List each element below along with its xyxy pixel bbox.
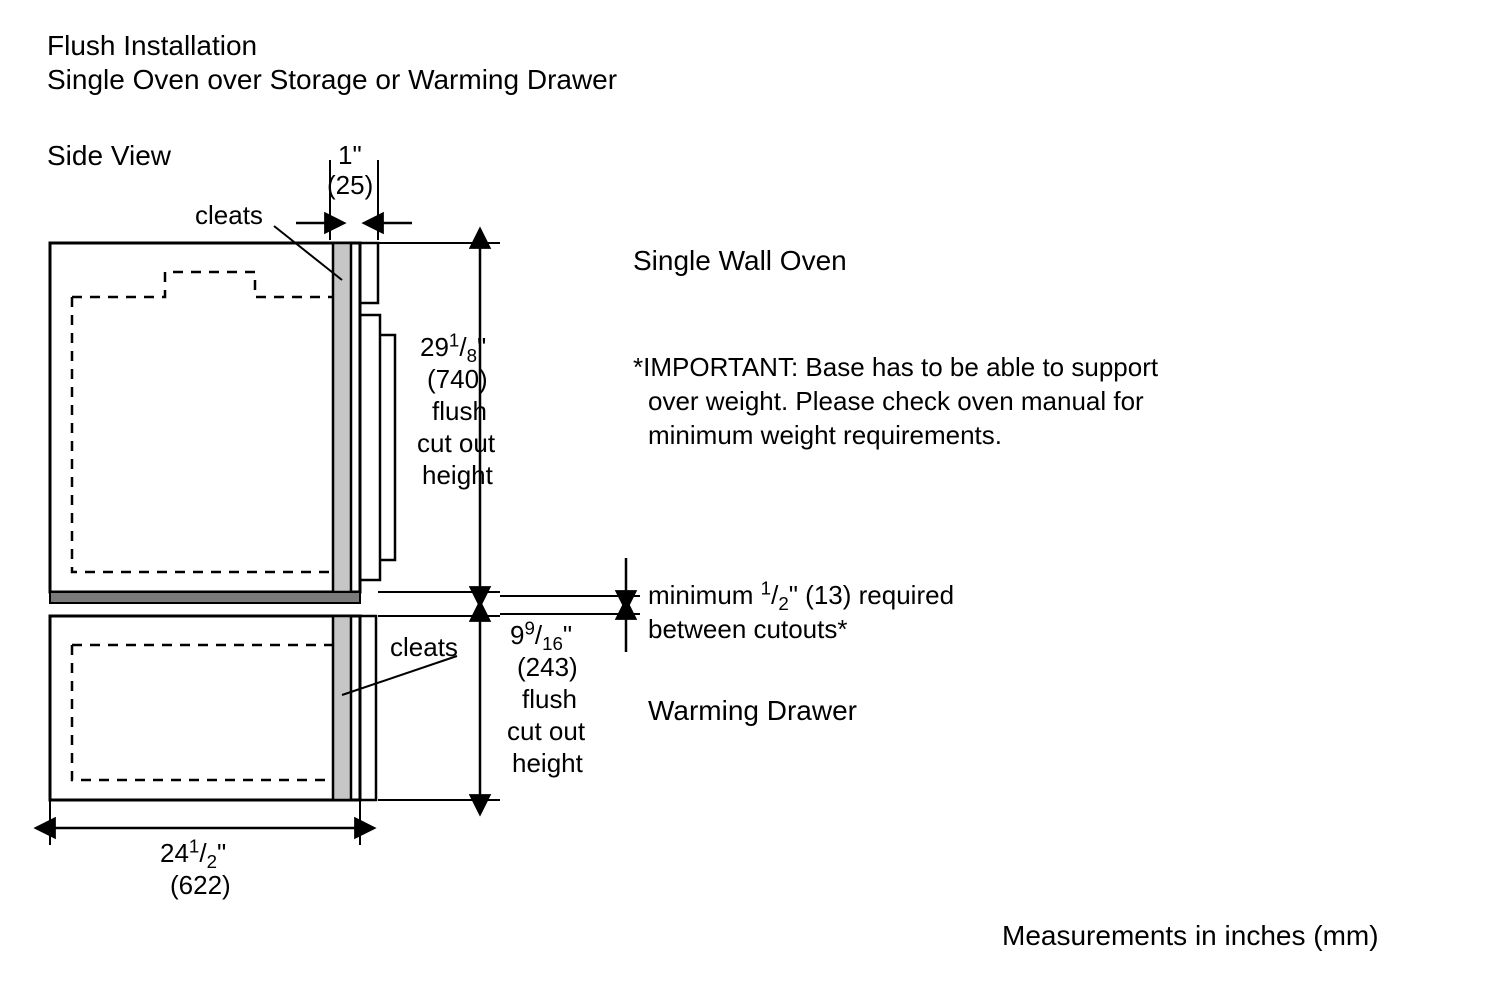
dim-oven-h-l4: cut out xyxy=(417,428,495,459)
title-line2: Single Oven over Storage or Warming Draw… xyxy=(47,64,617,96)
dim-drawer-h-l4: cut out xyxy=(507,716,585,747)
warming-drawer-label: Warming Drawer xyxy=(648,695,857,727)
important-l2: over weight. Please check oven manual fo… xyxy=(648,386,1144,417)
dim-oven-h-in: 291/8" xyxy=(420,332,486,363)
dim-oven-h-l3: flush xyxy=(432,396,487,427)
cleats-label-top: cleats xyxy=(195,200,263,231)
side-view-label: Side View xyxy=(47,140,171,172)
single-wall-oven-label: Single Wall Oven xyxy=(633,245,847,277)
measurements-note: Measurements in inches (mm) xyxy=(1002,920,1379,952)
title-line1: Flush Installation xyxy=(47,30,257,62)
dim-oven-h-l5: height xyxy=(422,460,493,491)
dim-front-gap-mm: (25) xyxy=(327,170,373,201)
important-l1: *IMPORTANT: Base has to be able to suppo… xyxy=(633,352,1158,383)
dim-oven-h-mm: (740) xyxy=(427,364,488,395)
dim-drawer-h-l3: flush xyxy=(522,684,577,715)
dim-depth-mm: (622) xyxy=(170,870,231,901)
important-l3: minimum weight requirements. xyxy=(648,420,1002,451)
dim-depth-in: 241/2" xyxy=(160,838,226,869)
installation-diagram: Flush Installation Single Oven over Stor… xyxy=(0,0,1500,985)
cleats-label-bottom: cleats xyxy=(390,632,458,663)
dim-drawer-h-mm: (243) xyxy=(517,652,578,683)
dim-gap-l2: between cutouts* xyxy=(648,614,847,645)
dim-gap-l1: minimum 1/2" (13) required xyxy=(648,580,954,611)
dim-drawer-h-in: 99/16" xyxy=(510,620,572,651)
dim-drawer-h-l5: height xyxy=(512,748,583,779)
dim-front-gap-in: 1" xyxy=(338,140,362,171)
